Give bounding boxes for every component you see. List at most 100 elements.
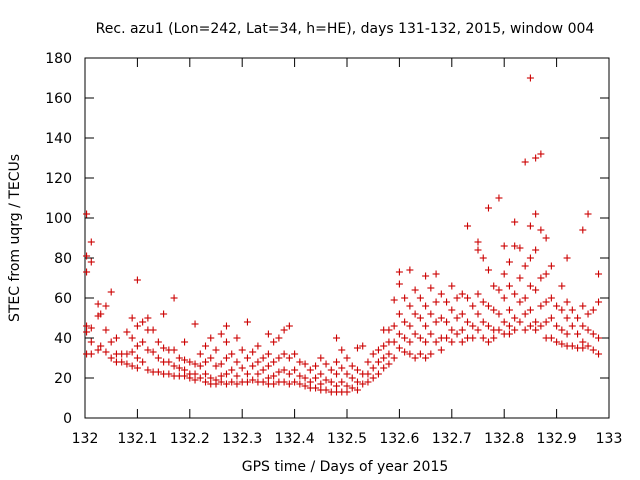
data-point (579, 338, 587, 346)
data-point (390, 296, 398, 304)
data-point (437, 314, 445, 322)
data-point (87, 338, 95, 346)
data-point (207, 374, 215, 382)
data-point (490, 306, 498, 314)
data-point (149, 348, 157, 356)
data-point (217, 378, 225, 386)
data-point (542, 270, 550, 278)
data-point (469, 334, 477, 342)
data-point (563, 254, 571, 262)
data-point (537, 274, 545, 282)
data-point (432, 298, 440, 306)
data-point (401, 348, 409, 356)
data-point (521, 158, 529, 166)
data-point (128, 348, 136, 356)
data-point (532, 210, 540, 218)
data-point (500, 294, 508, 302)
data-point (369, 364, 377, 372)
data-point (495, 326, 503, 334)
data-point (212, 346, 220, 354)
data-point (333, 382, 341, 390)
data-point (448, 326, 456, 334)
data-point (579, 302, 587, 310)
data-point (128, 334, 136, 342)
x-tick-label: 132.5 (327, 431, 367, 447)
data-point (563, 330, 571, 338)
data-point (97, 310, 105, 318)
data-point (186, 358, 194, 366)
data-point (291, 378, 299, 386)
data-point (443, 298, 451, 306)
data-point (458, 290, 466, 298)
data-point (427, 350, 435, 358)
data-point (595, 334, 603, 342)
data-point (374, 346, 382, 354)
data-point (443, 318, 451, 326)
data-point (542, 318, 550, 326)
data-point (547, 314, 555, 322)
data-point (264, 350, 272, 358)
data-point (123, 350, 131, 358)
data-point (149, 326, 157, 334)
data-point (306, 378, 314, 386)
y-tick-label: 80 (54, 251, 72, 267)
data-point (154, 338, 162, 346)
data-point (144, 346, 152, 354)
data-point (317, 354, 325, 362)
data-point (589, 330, 597, 338)
y-tick-label: 180 (45, 51, 72, 67)
data-point (574, 330, 582, 338)
data-point (505, 282, 513, 290)
data-point (133, 354, 141, 362)
data-point (579, 322, 587, 330)
data-point (296, 380, 304, 388)
data-point (416, 334, 424, 342)
y-tick-label: 60 (54, 291, 72, 307)
data-point (511, 218, 519, 226)
data-point (380, 364, 388, 372)
data-point (233, 334, 241, 342)
data-point (233, 372, 241, 380)
data-point (542, 298, 550, 306)
data-point (343, 354, 351, 362)
data-point (202, 358, 210, 366)
data-point (422, 354, 430, 362)
data-point (249, 376, 257, 384)
data-point (228, 366, 236, 374)
data-point (385, 326, 393, 334)
data-point (202, 342, 210, 350)
data-point (133, 364, 141, 372)
data-point (526, 306, 534, 314)
data-point (474, 310, 482, 318)
data-point (285, 380, 293, 388)
data-point (537, 226, 545, 234)
data-point (547, 334, 555, 342)
data-point (584, 342, 592, 350)
x-tick-label: 133 (596, 431, 623, 447)
data-point (301, 374, 309, 382)
data-point (453, 314, 461, 322)
data-point (558, 340, 566, 348)
data-point (128, 362, 136, 370)
data-point (243, 378, 251, 386)
data-point (364, 378, 372, 386)
data-point (526, 282, 534, 290)
data-point (458, 338, 466, 346)
data-point (511, 314, 519, 322)
data-point (338, 364, 346, 372)
data-point (333, 358, 341, 366)
data-point (353, 366, 361, 374)
data-point (322, 376, 330, 384)
data-point (233, 358, 241, 366)
data-point (427, 284, 435, 292)
data-point (422, 322, 430, 330)
data-point (107, 354, 115, 362)
data-point (181, 356, 189, 364)
data-point (348, 384, 356, 392)
data-point (353, 378, 361, 386)
data-point (301, 360, 309, 368)
data-point (568, 322, 576, 330)
plot-frame (84, 57, 610, 419)
data-point (181, 338, 189, 346)
data-point (537, 302, 545, 310)
